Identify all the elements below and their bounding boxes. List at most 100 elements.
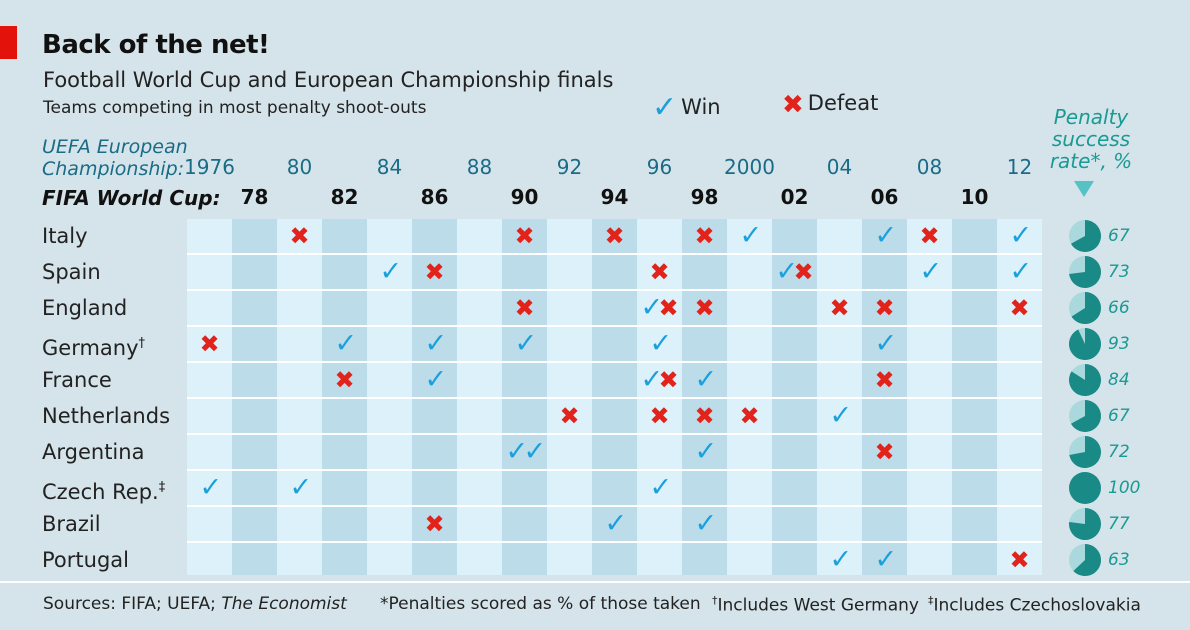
chart-subsubtitle: Teams competing in most penalty shoot-ou… <box>43 98 427 118</box>
win-check-mark: ✓ <box>424 328 448 359</box>
win-check-mark: ✓ <box>775 256 799 287</box>
defeat-cross-mark: ✖ <box>514 222 535 250</box>
fifa-axis-label: FIFA World Cup: <box>42 186 221 210</box>
pie-slice <box>1069 364 1101 396</box>
defeat-cross-mark: ✖ <box>289 222 310 250</box>
win-check-mark: ✓ <box>505 436 529 467</box>
win-check-mark: ✓ <box>289 472 313 503</box>
win-check-mark: ✓ <box>640 364 664 395</box>
penalty-header-line2: success <box>1051 127 1131 151</box>
uefa-label-line1: UEFA European <box>42 136 188 158</box>
defeat-cross-mark: ✖ <box>424 258 445 286</box>
win-check-mark: ✓ <box>919 256 943 287</box>
brand-bar <box>0 26 17 59</box>
win-check-mark: ✓ <box>640 292 664 323</box>
defeat-cross-mark: ✖ <box>424 510 445 538</box>
pie-slice <box>1070 400 1101 432</box>
defeat-cross-mark: ✖ <box>604 222 625 250</box>
uefa-year-label: 80 <box>286 155 313 179</box>
success-rate-value: 84 <box>1108 370 1130 390</box>
check-icon: ✓ <box>652 90 678 125</box>
team-label: England <box>42 296 128 320</box>
team-label: Portugal <box>42 548 129 572</box>
defeat-cross-mark: ✖ <box>874 366 895 394</box>
row-separator <box>187 505 1042 507</box>
team-footnote-mark: † <box>138 336 146 351</box>
success-rate-value: 100 <box>1108 478 1141 498</box>
success-rate-pie <box>1069 328 1101 360</box>
fifa-year-label: 82 <box>330 185 359 209</box>
footnote-czech: ‡Includes Czechoslovakia <box>928 594 1141 616</box>
row-separator <box>187 325 1042 327</box>
fifa-year-label: 90 <box>510 185 539 209</box>
defeat-cross-mark: ✖ <box>694 222 715 250</box>
defeat-cross-mark: ✖ <box>514 294 535 322</box>
success-rate-pie <box>1069 508 1101 540</box>
sources-italic: The Economist <box>221 594 347 614</box>
row-separator <box>187 469 1042 471</box>
uefa-year-label: 12 <box>1006 155 1033 179</box>
pie-slice <box>1069 328 1101 360</box>
footer-divider <box>0 581 1190 583</box>
team-label: Netherlands <box>42 404 171 428</box>
sources-note: Sources: FIFA; UEFA; The Economist <box>43 594 347 614</box>
win-check-mark: ✓ <box>379 256 403 287</box>
defeat-cross-mark: ✖ <box>1009 546 1030 574</box>
fifa-year-label: 10 <box>960 185 989 209</box>
pie-slice <box>1073 544 1101 576</box>
row-separator <box>187 433 1042 435</box>
defeat-cross-mark: ✖ <box>919 222 940 250</box>
legend-defeat: ✖ Defeat <box>782 90 878 120</box>
success-rate-pie <box>1069 544 1101 576</box>
chart-title: Back of the net! <box>42 30 270 60</box>
penalty-header-line1: Penalty <box>1053 105 1129 129</box>
fifa-year-label: 98 <box>690 185 719 209</box>
team-label: Spain <box>42 260 101 284</box>
penalty-header-line3: rate*, % <box>1049 149 1133 173</box>
legend-defeat-label: Defeat <box>807 91 879 115</box>
win-check-mark: ✓ <box>1009 220 1033 251</box>
defeat-cross-mark: ✖ <box>649 402 670 430</box>
double-dagger-mark: ‡ <box>928 594 934 607</box>
uefa-label-line2: Championship: <box>42 158 185 180</box>
row-separator <box>187 397 1042 399</box>
fifa-year-label: 94 <box>600 185 629 209</box>
uefa-year-label: 84 <box>376 155 403 179</box>
fifa-year-label: 86 <box>420 185 449 209</box>
win-check-mark: ✓ <box>334 328 358 359</box>
defeat-cross-mark: ✖ <box>874 294 895 322</box>
win-check-mark: ✓ <box>649 328 673 359</box>
uefa-year-label: 04 <box>826 155 853 179</box>
win-check-mark: ✓ <box>874 328 898 359</box>
chart-subtitle: Football World Cup and European Champion… <box>43 68 614 92</box>
success-rate-value: 63 <box>1108 550 1130 570</box>
uefa-year-label: 92 <box>556 155 583 179</box>
fifa-year-label: 78 <box>240 185 269 209</box>
pie-slice <box>1069 256 1101 288</box>
team-label: Brazil <box>42 512 101 536</box>
cross-icon: ✖ <box>782 90 804 120</box>
defeat-cross-mark: ✖ <box>874 438 895 466</box>
win-check-mark: ✓ <box>829 400 853 431</box>
win-check-mark: ✓ <box>694 508 718 539</box>
win-check-mark: ✓ <box>649 472 673 503</box>
team-label: Czech Rep.‡ <box>42 480 166 504</box>
defeat-cross-mark: ✖ <box>649 258 670 286</box>
team-label: Germany† <box>42 336 146 360</box>
success-rate-pie <box>1069 400 1101 432</box>
win-check-mark: ✓ <box>514 328 538 359</box>
uefa-year-label: 1976 <box>184 155 235 179</box>
success-rate-pie <box>1069 220 1101 252</box>
penalty-rate-header: Penalty success rate*, % <box>1047 106 1135 172</box>
footnote-germany-text: Includes West Germany <box>717 595 919 616</box>
success-rate-value: 67 <box>1108 406 1130 426</box>
row-separator <box>187 541 1042 543</box>
sources-prefix: Sources: FIFA; UEFA; <box>43 594 222 614</box>
success-rate-pie <box>1069 364 1101 396</box>
fifa-year-label: 02 <box>780 185 809 209</box>
defeat-cross-mark: ✖ <box>559 402 580 430</box>
success-rate-value: 72 <box>1108 442 1130 462</box>
defeat-cross-mark: ✖ <box>334 366 355 394</box>
success-rate-pie <box>1069 472 1101 504</box>
row-separator <box>187 361 1042 363</box>
